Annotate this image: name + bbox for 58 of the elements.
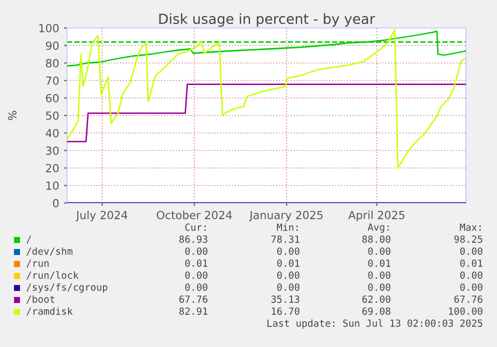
text: 0.00: [185, 271, 208, 279]
x-tick-label: July 2024: [76, 210, 128, 222]
text: Last update: Sun Jul 13 02:00:03 2025: [267, 319, 482, 329]
text: 100.00: [449, 307, 482, 315]
text: Max:: [460, 224, 481, 231]
y-tick-label: 30: [46, 146, 59, 155]
text: 67.76: [179, 295, 208, 303]
text: 0.01: [368, 259, 390, 267]
y-tick-label: 60: [46, 94, 59, 102]
text: 88.00: [362, 235, 390, 243]
text: 16.70: [272, 307, 300, 315]
text: 0.01: [185, 259, 208, 267]
x-tick-label: April 2025: [348, 210, 404, 222]
text: 0.00: [460, 247, 482, 255]
text: 35.13: [271, 295, 300, 303]
text: 0.00: [460, 283, 482, 291]
x-tick-label: January 2025: [249, 210, 323, 222]
legend-label: /run: [26, 260, 49, 268]
text: 0.00: [368, 271, 390, 279]
text: 0.00: [277, 283, 300, 291]
text: Min:: [276, 223, 298, 231]
y-tick-label: 50: [46, 111, 59, 120]
text: 0.00: [368, 247, 390, 255]
y-tick-label: 0: [53, 198, 59, 208]
text: 62.00: [362, 295, 390, 303]
chart-title: Disk usage in percent - by year: [159, 13, 376, 27]
text: 78.31: [271, 235, 300, 243]
y-tick-label: 10: [46, 181, 59, 190]
text: 0.01: [460, 259, 482, 267]
text: 0.00: [277, 271, 300, 279]
legend-label: /boot: [26, 295, 54, 304]
line-series: [67, 30, 466, 67]
text: Cur:: [185, 223, 206, 231]
y-tick-label: 90: [46, 41, 59, 50]
y-tick-label: 100: [39, 24, 59, 32]
text: 98.25: [454, 235, 482, 243]
legend-label: /ramdisk: [26, 307, 73, 316]
legend-label: /: [26, 236, 32, 244]
legend-label: /dev/shm: [26, 247, 72, 256]
legend-label: /run/lock: [26, 271, 79, 280]
text: 86.93: [179, 235, 208, 243]
x-tick-label: October 2024: [156, 210, 232, 220]
y-tick-label: 80: [46, 58, 59, 68]
text: 67.76: [454, 295, 482, 303]
text: 0.00: [185, 247, 208, 255]
y-axis-title: %: [8, 110, 17, 120]
y-tick-label: 20: [46, 164, 59, 172]
text: 0.00: [460, 271, 482, 279]
text: 82.91: [179, 307, 208, 315]
y-tick-label: 70: [46, 76, 59, 85]
legend-label: /sys/fs/cgroup: [26, 283, 108, 293]
text: 0.00: [368, 283, 390, 291]
text: Avg:: [368, 224, 389, 233]
y-tick-label: 40: [46, 128, 59, 138]
text: 0.00: [277, 247, 300, 255]
text: 69.08: [362, 307, 390, 315]
text: 0.00: [185, 283, 208, 291]
text: 0.01: [277, 259, 300, 267]
